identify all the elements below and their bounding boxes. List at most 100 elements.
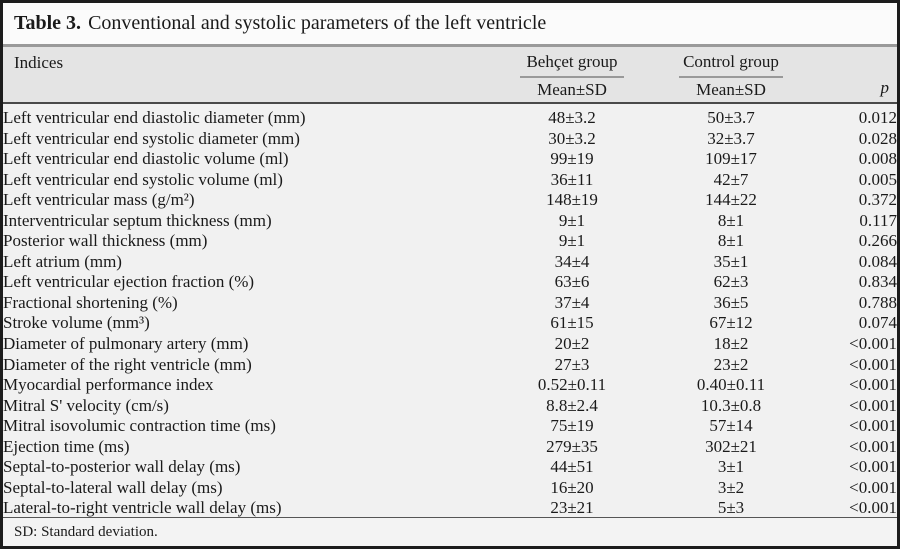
table-row: Left ventricular end diastolic diameter … xyxy=(3,108,897,129)
cell-behcet-mean-sd: 30±3.2 xyxy=(548,128,596,148)
table-row: Mitral S' velocity (cm/s) 8.8±2.4 10.3±0.8… xyxy=(3,396,897,417)
cell-p-value: <0.001 xyxy=(849,334,897,354)
cell-behcet-mean-sd: 148±19 xyxy=(546,190,598,210)
cell-indice: Myocardial performance index xyxy=(3,375,214,395)
cell-control-mean-sd: 144±22 xyxy=(705,190,757,210)
cell-behcet-mean-sd: 9±1 xyxy=(558,231,586,251)
cell-behcet-mean-sd: 20±2 xyxy=(554,334,590,354)
cell-p-value: 0.012 xyxy=(858,108,897,127)
cell-behcet-mean-sd: 36±11 xyxy=(550,169,594,189)
table-body: Left ventricular end diastolic diameter … xyxy=(3,108,897,519)
parameters-table: Left ventricular end diastolic diameter … xyxy=(3,108,897,519)
behcet-group-underline xyxy=(520,76,624,78)
table-row: Left ventricular end systolic diameter (… xyxy=(3,129,897,150)
column-group-behcet: Behçet group Mean±SD xyxy=(477,49,667,102)
cell-behcet-mean-sd: 37±4 xyxy=(554,292,590,312)
cell-control-mean-sd: 109±17 xyxy=(705,149,757,169)
cell-p-value: <0.001 xyxy=(849,375,897,395)
cell-indice: Left ventricular end systolic volume (ml… xyxy=(3,169,283,189)
cell-control-mean-sd: 0.40±0.11 xyxy=(696,375,766,395)
cell-p-value: 0.117 xyxy=(859,210,897,230)
cell-control-mean-sd: 50±3.7 xyxy=(707,108,755,127)
cell-p-value: 0.028 xyxy=(858,128,897,148)
cell-control-mean-sd: 57±14 xyxy=(709,416,753,436)
cell-behcet-mean-sd: 44±51 xyxy=(550,457,594,477)
cell-p-value: <0.001 xyxy=(849,354,897,374)
table-row: Septal-to-posterior wall delay (ms) 44±51… xyxy=(3,457,897,478)
cell-behcet-mean-sd: 16±20 xyxy=(550,477,594,497)
cell-indice: Left atrium (mm) xyxy=(3,251,122,271)
cell-indice: Left ventricular end systolic diameter (… xyxy=(3,128,300,148)
table-row: Stroke volume (mm³) 61±15 67±12 0.074 xyxy=(3,313,897,334)
cell-p-value: <0.001 xyxy=(849,457,897,477)
cell-behcet-mean-sd: 23±21 xyxy=(550,498,594,518)
cell-control-mean-sd: 62±3 xyxy=(713,272,749,292)
cell-indice: Lateral-to-right ventricle wall delay (m… xyxy=(3,498,282,518)
table-row: Septal-to-lateral wall delay (ms) 16±20 3±… xyxy=(3,478,897,499)
cell-p-value: <0.001 xyxy=(849,477,897,497)
cell-indice: Left ventricular mass (g/m²) xyxy=(3,190,195,210)
table-title: Table 3. Conventional and systolic param… xyxy=(3,3,897,44)
cell-indice: Stroke volume (mm³) xyxy=(3,313,150,333)
cell-p-value: <0.001 xyxy=(849,416,897,436)
table-row: Left ventricular mass (g/m²) 148±19 144±22… xyxy=(3,190,897,211)
table-row: Posterior wall thickness (mm) 9±1 8±1 0.266 xyxy=(3,231,897,252)
cell-control-mean-sd: 32±3.7 xyxy=(707,128,755,148)
cell-behcet-mean-sd: 63±6 xyxy=(554,272,590,292)
cell-control-mean-sd: 23±2 xyxy=(713,354,749,374)
control-group-subheader: Mean±SD xyxy=(696,80,766,99)
cell-indice: Septal-to-posterior wall delay (ms) xyxy=(3,457,241,477)
cell-p-value: 0.005 xyxy=(858,169,897,189)
table-row: Left ventricular ejection fraction (%) 63… xyxy=(3,272,897,293)
cell-behcet-mean-sd: 8.8±2.4 xyxy=(546,395,598,415)
cell-p-value: <0.001 xyxy=(849,436,897,456)
table-title-label: Table 3. xyxy=(14,12,82,34)
table-row: Mitral isovolumic contraction time (ms) 7… xyxy=(3,416,897,437)
cell-behcet-mean-sd: 61±15 xyxy=(550,313,594,333)
cell-behcet-mean-sd: 34±4 xyxy=(554,251,590,271)
cell-behcet-mean-sd: 0.52±0.11 xyxy=(537,375,607,395)
control-group-label: Control group xyxy=(683,52,779,71)
cell-control-mean-sd: 3±2 xyxy=(717,477,745,497)
cell-p-value: 0.372 xyxy=(858,190,897,210)
column-header-p: p xyxy=(880,78,890,97)
table-title-text: Conventional and systolic parameters of … xyxy=(88,12,547,34)
behcet-group-label: Behçet group xyxy=(526,52,618,71)
cell-p-value: 0.266 xyxy=(858,231,897,251)
cell-control-mean-sd: 302±21 xyxy=(705,436,757,456)
table-row: Lateral-to-right ventricle wall delay (m… xyxy=(3,498,897,519)
cell-indice: Interventricular septum thickness (mm) xyxy=(3,210,272,230)
cell-control-mean-sd: 18±2 xyxy=(713,334,749,354)
cell-indice: Posterior wall thickness (mm) xyxy=(3,231,208,251)
cell-control-mean-sd: 8±1 xyxy=(717,231,745,251)
cell-indice: Left ventricular ejection fraction (%) xyxy=(3,272,255,292)
cell-control-mean-sd: 8±1 xyxy=(717,210,745,230)
table-row: Interventricular septum thickness (mm) 9±… xyxy=(3,211,897,232)
cell-control-mean-sd: 42±7 xyxy=(713,169,749,189)
cell-p-value: 0.008 xyxy=(858,149,897,169)
cell-behcet-mean-sd: 99±19 xyxy=(550,149,594,169)
table-row: Myocardial performance index 0.52±0.11 0.4… xyxy=(3,375,897,396)
cell-indice: Left ventricular end diastolic volume (m… xyxy=(3,149,289,169)
cell-p-value: 0.788 xyxy=(858,292,897,312)
table-row: Left atrium (mm) 34±4 35±1 0.084 xyxy=(3,252,897,273)
cell-p-value: 0.074 xyxy=(858,313,897,333)
cell-behcet-mean-sd: 9±1 xyxy=(558,210,586,230)
cell-p-value: <0.001 xyxy=(849,395,897,415)
table-row: Diameter of pulmonary artery (mm) 20±2 18±… xyxy=(3,334,897,355)
cell-indice: Mitral isovolumic contraction time (ms) xyxy=(3,416,276,436)
table-row: Left ventricular end systolic volume (ml… xyxy=(3,170,897,191)
cell-indice: Diameter of pulmonary artery (mm) xyxy=(3,334,249,354)
table-row: Fractional shortening (%) 37±4 36±5 0.788 xyxy=(3,293,897,314)
cell-indice: Mitral S' velocity (cm/s) xyxy=(3,395,169,415)
cell-behcet-mean-sd: 279±35 xyxy=(546,436,598,456)
cell-indice: Diameter of the right ventricle (mm) xyxy=(3,354,252,374)
column-group-control: Control group Mean±SD xyxy=(667,49,795,102)
table-row: Left ventricular end diastolic volume (m… xyxy=(3,149,897,170)
cell-control-mean-sd: 35±1 xyxy=(713,251,749,271)
cell-p-value: 0.834 xyxy=(858,272,897,292)
behcet-group-subheader: Mean±SD xyxy=(537,80,607,99)
cell-behcet-mean-sd: 75±19 xyxy=(550,416,594,436)
cell-control-mean-sd: 5±3 xyxy=(717,498,745,518)
